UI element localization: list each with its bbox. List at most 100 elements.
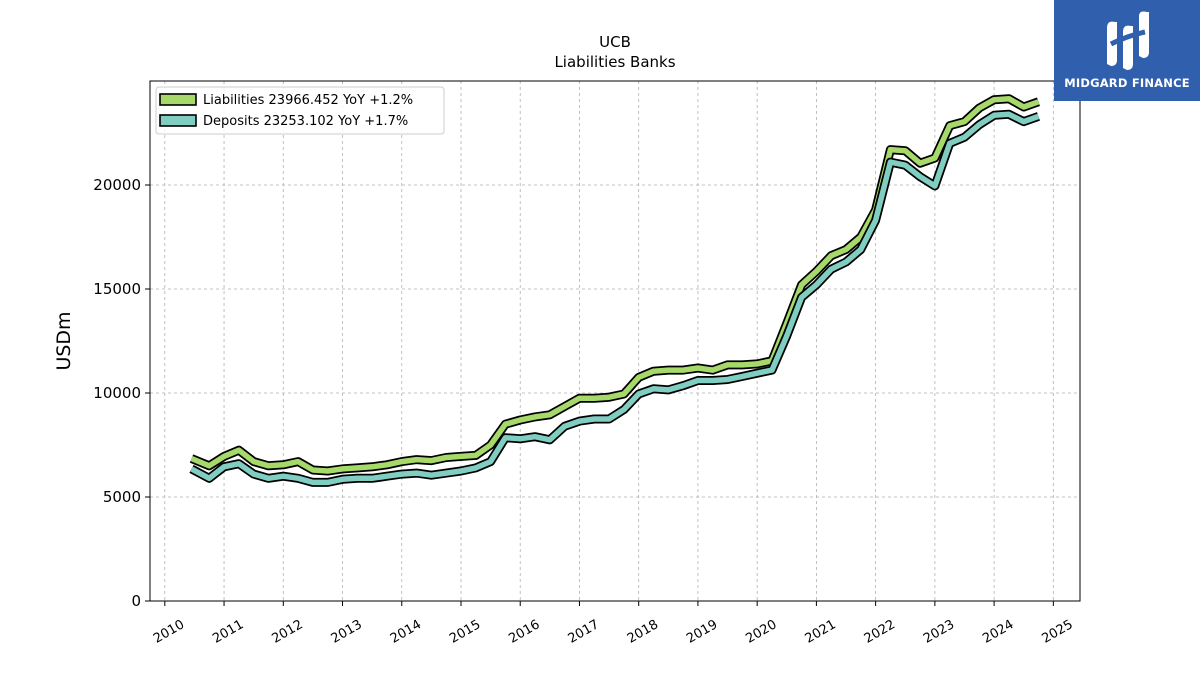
series-point bbox=[342, 468, 344, 470]
series-point bbox=[549, 439, 551, 441]
series-point bbox=[697, 380, 699, 382]
series-point bbox=[756, 363, 758, 365]
series-point bbox=[342, 479, 344, 481]
series-point bbox=[223, 456, 225, 458]
series-point bbox=[460, 456, 462, 458]
series-point bbox=[505, 437, 507, 439]
series-point bbox=[549, 414, 551, 416]
y-tick-label: 20000 bbox=[93, 176, 141, 194]
series-point bbox=[253, 473, 255, 475]
series-point bbox=[608, 396, 610, 398]
series-point bbox=[786, 335, 788, 337]
series-point bbox=[253, 461, 255, 463]
series-point bbox=[845, 261, 847, 263]
series-line bbox=[190, 111, 1040, 486]
series-point bbox=[993, 115, 995, 117]
series-point bbox=[830, 255, 832, 257]
x-tick-label: 2021 bbox=[803, 617, 839, 647]
series-point bbox=[238, 463, 240, 465]
series-point bbox=[890, 149, 892, 151]
series-point bbox=[579, 420, 581, 422]
series-point bbox=[445, 472, 447, 474]
series-point bbox=[475, 467, 477, 469]
series-point bbox=[505, 423, 507, 425]
series-point bbox=[653, 388, 655, 390]
x-tick-label: 2010 bbox=[151, 617, 187, 647]
legend-box bbox=[155, 86, 445, 135]
series-point bbox=[431, 474, 433, 476]
x-tick-label: 2025 bbox=[1040, 617, 1076, 647]
chart-title: UCB bbox=[599, 33, 631, 51]
legend: Liabilities 23966.452 YoY +1.2% Deposits… bbox=[155, 86, 445, 135]
series-point bbox=[371, 466, 373, 468]
series-point bbox=[860, 236, 862, 238]
series-point bbox=[401, 473, 403, 475]
series-point bbox=[712, 369, 714, 371]
series-point bbox=[490, 461, 492, 463]
series-point bbox=[460, 470, 462, 472]
series-line bbox=[190, 95, 1040, 474]
axes: 2010 2011 2012 2013 2014 2015 2016 2017 2018 2019… bbox=[93, 176, 1075, 647]
x-tick-label: 2016 bbox=[506, 617, 542, 647]
series-point bbox=[238, 449, 240, 451]
legend-label-liabilities: Liabilities 23966.452 YoY +1.2% bbox=[203, 93, 413, 108]
series-point bbox=[386, 464, 388, 466]
series-point bbox=[445, 457, 447, 459]
series-point bbox=[431, 460, 433, 462]
series-point bbox=[297, 478, 299, 480]
series-point bbox=[416, 459, 418, 461]
series-point bbox=[993, 99, 995, 101]
series-point bbox=[297, 461, 299, 463]
series-point bbox=[964, 136, 966, 138]
series-point bbox=[1023, 106, 1025, 108]
series-point bbox=[816, 271, 818, 273]
series-point bbox=[1038, 116, 1040, 118]
series-point bbox=[401, 461, 403, 463]
series-point bbox=[534, 416, 536, 418]
series-point bbox=[638, 377, 640, 379]
series-point bbox=[771, 369, 773, 371]
legend-swatch-deposits bbox=[159, 114, 197, 127]
series-point bbox=[475, 455, 477, 457]
logo-icon bbox=[1107, 11, 1149, 71]
series-point bbox=[268, 478, 270, 480]
series-point bbox=[312, 469, 314, 471]
x-tick-label: 2019 bbox=[684, 617, 720, 647]
series-point bbox=[594, 397, 596, 399]
series-point bbox=[534, 436, 536, 438]
series-point bbox=[564, 406, 566, 408]
series-point bbox=[668, 369, 670, 371]
series-point bbox=[608, 418, 610, 420]
midgard-finance-logo: MIDGARD FINANCE bbox=[1054, 0, 1200, 101]
chart-subtitle: Liabilities Banks bbox=[554, 53, 675, 71]
series-point bbox=[949, 125, 951, 127]
series-point bbox=[357, 467, 359, 469]
series-point bbox=[949, 143, 951, 145]
series-point bbox=[756, 372, 758, 374]
x-tick-label: 2020 bbox=[743, 617, 779, 647]
x-tick-label: 2012 bbox=[269, 617, 305, 647]
series-point bbox=[919, 176, 921, 178]
series-point bbox=[191, 468, 193, 470]
legend-label-deposits: Deposits 23253.102 YoY +1.7% bbox=[203, 114, 408, 129]
legend-swatch-liabilities bbox=[159, 93, 197, 106]
series-point bbox=[1023, 121, 1025, 123]
x-tick-label: 2022 bbox=[862, 617, 898, 647]
series-point bbox=[964, 121, 966, 123]
y-axis-label: USDm bbox=[53, 311, 75, 370]
series-point bbox=[816, 284, 818, 286]
series-point bbox=[638, 393, 640, 395]
series-point bbox=[594, 418, 596, 420]
series-point bbox=[1038, 101, 1040, 103]
series-point bbox=[934, 185, 936, 187]
series-point bbox=[890, 161, 892, 163]
series-point bbox=[312, 482, 314, 484]
series-point bbox=[490, 444, 492, 446]
x-tick-label: 2013 bbox=[329, 617, 365, 647]
series-point bbox=[208, 478, 210, 480]
series-point bbox=[208, 465, 210, 467]
series-point bbox=[979, 107, 981, 109]
series-point bbox=[371, 478, 373, 480]
y-tick-label: 5000 bbox=[103, 488, 141, 506]
